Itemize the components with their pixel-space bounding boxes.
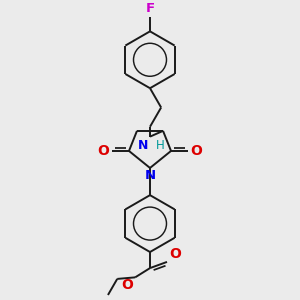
Text: O: O xyxy=(169,247,181,261)
Text: O: O xyxy=(98,144,110,158)
Text: N: N xyxy=(144,169,156,182)
Text: F: F xyxy=(146,2,154,15)
Text: H: H xyxy=(156,139,164,152)
Text: O: O xyxy=(190,144,202,158)
Text: O: O xyxy=(122,278,133,292)
Text: N: N xyxy=(138,139,148,152)
